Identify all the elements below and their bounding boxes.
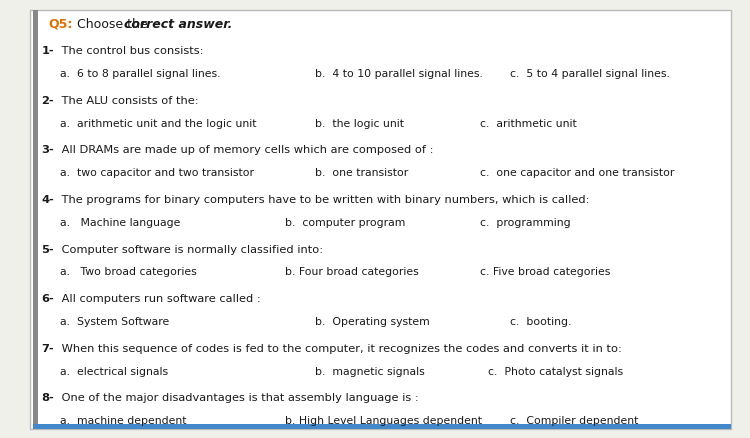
Text: When this sequence of codes is fed to the computer, it recognizes the codes and : When this sequence of codes is fed to th… xyxy=(58,343,622,353)
Text: 8-: 8- xyxy=(41,392,54,403)
Text: a.  6 to 8 parallel signal lines.: a. 6 to 8 parallel signal lines. xyxy=(60,69,220,79)
Text: c. Five broad categories: c. Five broad categories xyxy=(480,267,610,277)
Bar xyxy=(33,11,38,429)
Text: All DRAMs are made up of memory cells which are composed of :: All DRAMs are made up of memory cells wh… xyxy=(58,145,434,155)
Text: c.  one capacitor and one transistor: c. one capacitor and one transistor xyxy=(480,168,674,178)
Text: b.  one transistor: b. one transistor xyxy=(315,168,408,178)
Text: 3-: 3- xyxy=(41,145,54,155)
Text: a.  electrical signals: a. electrical signals xyxy=(60,366,168,376)
Text: 7-: 7- xyxy=(41,343,54,353)
Text: One of the major disadvantages is that assembly language is :: One of the major disadvantages is that a… xyxy=(58,392,419,403)
Text: a.  System Software: a. System Software xyxy=(60,316,170,326)
Text: Q5:: Q5: xyxy=(49,18,74,31)
Text: b.  Operating system: b. Operating system xyxy=(315,316,430,326)
Text: a.   Machine language: a. Machine language xyxy=(60,217,180,227)
Text: b.  the logic unit: b. the logic unit xyxy=(315,118,404,128)
Text: c.  Compiler dependent: c. Compiler dependent xyxy=(510,415,638,425)
Text: b.  computer program: b. computer program xyxy=(285,217,405,227)
Text: c.  programming: c. programming xyxy=(480,217,571,227)
Text: The programs for binary computers have to be written with binary numbers, which : The programs for binary computers have t… xyxy=(58,194,590,205)
Text: 1-: 1- xyxy=(41,46,54,56)
Text: 6-: 6- xyxy=(41,293,54,304)
Text: b.  magnetic signals: b. magnetic signals xyxy=(315,366,424,376)
Bar xyxy=(33,424,731,429)
Text: a.  arithmetic unit and the logic unit: a. arithmetic unit and the logic unit xyxy=(60,118,256,128)
Text: 2-: 2- xyxy=(41,95,54,106)
Text: a.  two capacitor and two transistor: a. two capacitor and two transistor xyxy=(60,168,254,178)
Text: c.  5 to 4 parallel signal lines.: c. 5 to 4 parallel signal lines. xyxy=(510,69,670,79)
Text: a.  machine dependent: a. machine dependent xyxy=(60,415,187,425)
Text: All computers run software called :: All computers run software called : xyxy=(58,293,261,304)
Text: c.  Photo catalyst signals: c. Photo catalyst signals xyxy=(488,366,622,376)
Text: The ALU consists of the:: The ALU consists of the: xyxy=(58,95,200,106)
Text: b. High Level Languages dependent: b. High Level Languages dependent xyxy=(285,415,482,425)
Text: correct answer.: correct answer. xyxy=(124,18,232,31)
Text: b.  4 to 10 parallel signal lines.: b. 4 to 10 parallel signal lines. xyxy=(315,69,483,79)
Text: b. Four broad categories: b. Four broad categories xyxy=(285,267,418,277)
Text: 5-: 5- xyxy=(41,244,54,254)
FancyBboxPatch shape xyxy=(30,11,731,429)
Text: c.  booting.: c. booting. xyxy=(510,316,572,326)
Text: The control bus consists:: The control bus consists: xyxy=(58,46,204,56)
Text: Computer software is normally classified into:: Computer software is normally classified… xyxy=(58,244,324,254)
Text: a.   Two broad categories: a. Two broad categories xyxy=(60,267,196,277)
Text: Choose the: Choose the xyxy=(73,18,152,31)
Text: 4-: 4- xyxy=(41,194,54,205)
Text: c.  arithmetic unit: c. arithmetic unit xyxy=(480,118,577,128)
